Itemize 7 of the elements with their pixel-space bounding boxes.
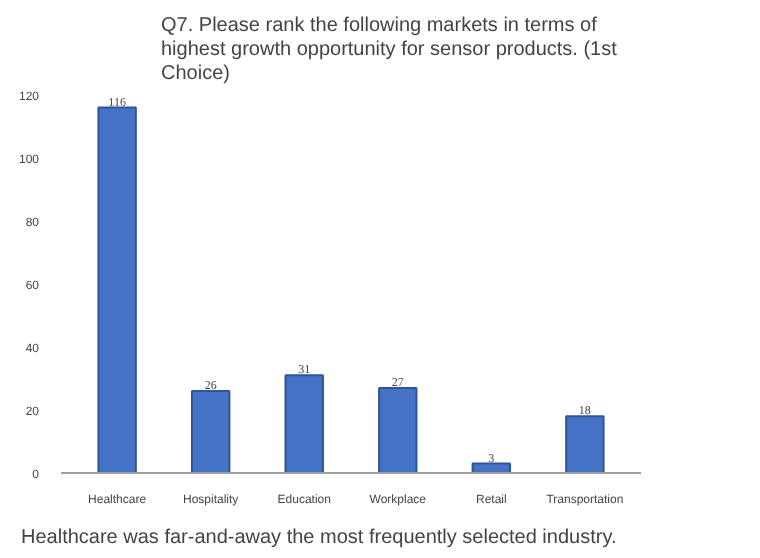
bar xyxy=(190,390,231,473)
bar xyxy=(565,415,605,473)
bar xyxy=(378,386,418,473)
bar xyxy=(284,374,324,473)
chart-title: Q7. Please rank the following markets in terms of highest growth opportunity for sensor products. (1st Choice) xyxy=(161,14,618,85)
text: Healthcare was far-and-away the most frequently selected industry. xyxy=(21,527,617,549)
bar xyxy=(97,106,137,473)
